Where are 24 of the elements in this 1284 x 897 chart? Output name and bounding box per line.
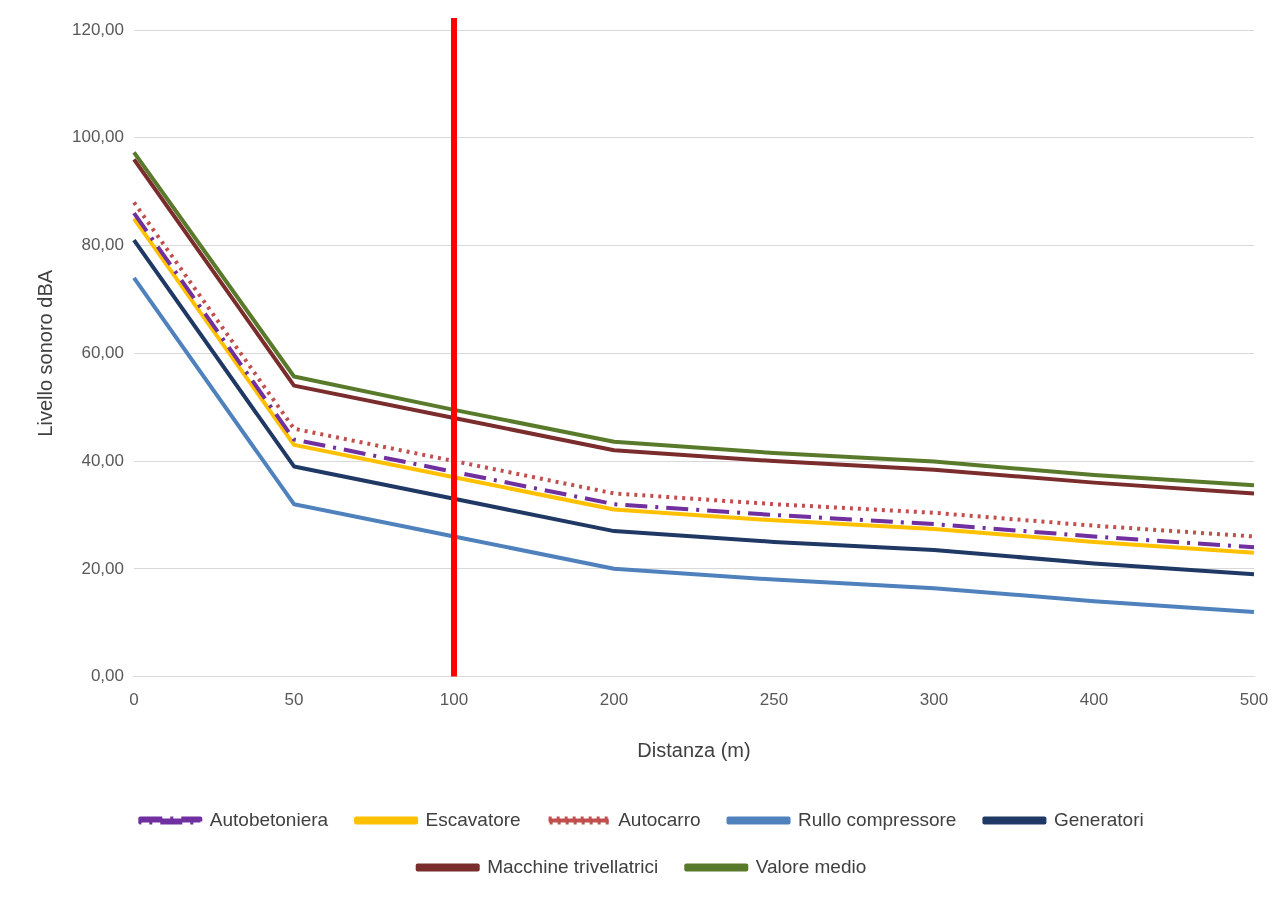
y-tick-label: 40,00: [81, 450, 124, 470]
y-tick-label: 80,00: [81, 235, 124, 255]
x-axis-title: Distanza (m): [637, 738, 751, 761]
y-axis-title: Livello sonoro dBA: [33, 269, 56, 437]
legend-label: Valore medio: [755, 855, 867, 877]
legend-label: Escavatore: [425, 808, 521, 830]
x-tick-label: 500: [1239, 690, 1269, 710]
legend-label: Macchine trivellatrici: [487, 855, 659, 877]
x-tick-label: 300: [919, 690, 949, 710]
y-tick-label: 100,00: [72, 127, 124, 147]
y-tick-label: 20,00: [81, 558, 124, 578]
legend-label: Generatori: [1053, 808, 1144, 830]
x-tick-label: 0: [129, 690, 139, 710]
y-tick-label: 120,00: [72, 19, 124, 39]
x-tick-label: 200: [599, 690, 629, 710]
legend-label: Autocarro: [618, 808, 701, 830]
y-tick-label: 60,00: [81, 342, 124, 362]
legend-label: Autobetoniera: [209, 808, 329, 830]
x-tick-label: 400: [1079, 690, 1109, 710]
x-tick-label: 100: [439, 690, 469, 710]
x-tick-label: 50: [284, 690, 304, 710]
legend-label: Rullo compressore: [798, 808, 957, 830]
x-tick-label: 250: [759, 690, 789, 710]
y-tick-label: 0,00: [90, 666, 124, 686]
